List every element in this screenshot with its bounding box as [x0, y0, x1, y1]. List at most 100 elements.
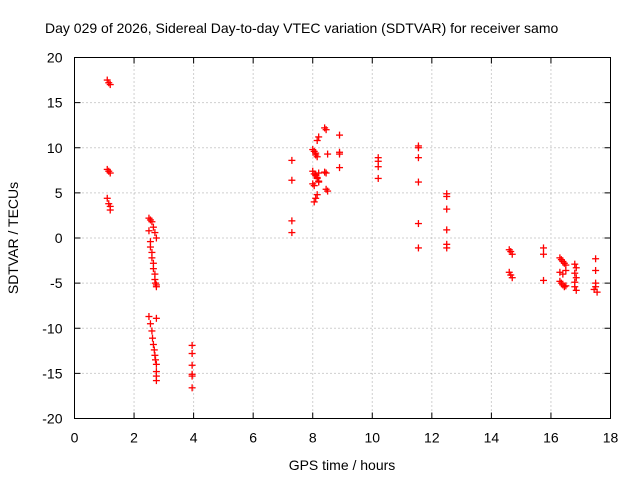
data-point: [321, 168, 329, 176]
data-point: [146, 320, 154, 328]
data-point: [443, 244, 451, 252]
data-point: [324, 150, 332, 158]
data-point: [152, 377, 160, 385]
data-point: [322, 169, 330, 177]
data-point: [540, 244, 547, 252]
data-point: [322, 126, 330, 134]
data-point: [336, 150, 344, 158]
data-point: [508, 250, 516, 258]
data-point: [148, 327, 156, 335]
data-point: [592, 255, 600, 263]
y-tick-label: -15: [42, 365, 62, 381]
x-tick-labels: 0 2 4 6 8 10 12 14 16 18: [71, 430, 619, 446]
data-point: [313, 174, 321, 182]
x-tick-label: 10: [364, 430, 380, 446]
data-point: [572, 274, 580, 282]
data-point: [562, 266, 570, 274]
data-points: [103, 76, 601, 392]
data-point: [571, 278, 579, 286]
data-point: [106, 169, 114, 177]
x-tick-label: 0: [71, 430, 79, 446]
data-point: [188, 384, 196, 392]
data-point: [562, 282, 570, 290]
data-point: [315, 133, 323, 141]
data-point: [313, 137, 321, 145]
data-point: [508, 274, 516, 282]
data-point: [560, 283, 568, 291]
data-point: [322, 185, 330, 193]
data-point: [310, 182, 318, 190]
data-point: [559, 270, 567, 278]
plot-frame: [74, 57, 611, 419]
data-point: [310, 198, 318, 206]
data-point: [414, 178, 422, 186]
data-point: [336, 164, 344, 172]
data-point: [145, 227, 153, 235]
x-tick-label: 6: [249, 430, 257, 446]
data-point: [188, 361, 196, 369]
data-point: [443, 192, 451, 200]
y-tick-label: 5: [55, 185, 63, 201]
data-point: [572, 264, 580, 272]
data-point: [149, 334, 157, 342]
data-point: [145, 313, 153, 321]
data-point: [288, 176, 296, 184]
data-point: [312, 194, 320, 202]
y-tick-label: 15: [47, 95, 63, 111]
data-point: [188, 341, 196, 349]
y-tick-label: 0: [55, 230, 63, 246]
x-tick-label: 12: [424, 430, 440, 446]
data-point: [148, 218, 156, 226]
data-point: [414, 244, 422, 252]
chart-title: Day 029 of 2026, Sidereal Day-to-day VTE…: [45, 20, 558, 36]
data-point: [540, 276, 547, 284]
data-point: [106, 81, 114, 89]
data-point: [443, 205, 451, 213]
data-point: [414, 154, 422, 162]
data-point: [152, 234, 160, 242]
data-point: [151, 356, 159, 364]
data-point: [414, 144, 422, 152]
data-point: [374, 163, 382, 171]
data-point: [149, 340, 157, 348]
data-point: [288, 156, 296, 164]
data-point: [148, 254, 156, 262]
y-tick-label: -20: [42, 411, 62, 427]
x-tick-label: 16: [543, 430, 559, 446]
data-point: [315, 177, 323, 185]
data-point: [188, 372, 196, 380]
data-point: [572, 286, 580, 294]
data-point: [443, 226, 451, 234]
data-point: [374, 174, 382, 182]
data-point: [540, 250, 547, 258]
x-tick-label: 2: [130, 430, 138, 446]
data-point: [151, 279, 159, 287]
data-point: [336, 131, 344, 139]
y-tick-label: -5: [50, 275, 63, 291]
data-point: [149, 223, 157, 231]
data-point: [103, 194, 111, 202]
data-point: [592, 266, 600, 274]
y-tick-label: 20: [47, 50, 63, 66]
data-point: [152, 314, 160, 322]
x-tick-label: 18: [603, 430, 619, 446]
data-point: [593, 288, 601, 296]
grid-lines: [74, 57, 611, 419]
data-point: [146, 243, 154, 251]
data-point: [288, 229, 296, 237]
data-point: [571, 269, 579, 277]
y-axis-label: SDTVAR / TECUs: [5, 182, 21, 294]
data-point: [152, 283, 160, 291]
y-tick-label: 10: [47, 140, 63, 156]
data-point: [106, 206, 114, 214]
x-tick-label: 4: [190, 430, 198, 446]
y-tick-label: -10: [42, 320, 62, 336]
data-point: [313, 191, 321, 199]
y-tick-labels: -20 -15 -10 -5 0 5 10 15 20: [42, 50, 62, 427]
x-axis-label: GPS time / hours: [289, 457, 396, 473]
data-point: [188, 350, 196, 358]
x-tick-label: 14: [484, 430, 500, 446]
data-point: [288, 217, 296, 225]
data-point: [152, 360, 160, 368]
